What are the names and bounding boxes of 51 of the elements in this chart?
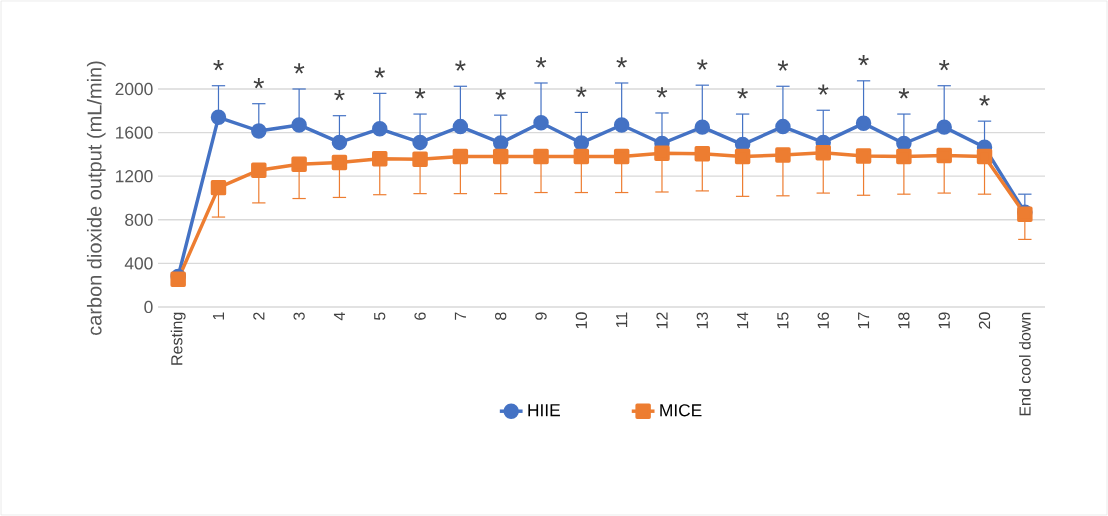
y-tick-label: 0	[144, 300, 153, 314]
x-tick-label: 5	[374, 312, 386, 320]
x-tick-label: 7	[454, 312, 466, 320]
annotation: *	[334, 89, 345, 101]
y-tick-label: 1200	[116, 170, 153, 183]
x-tick-label: 9	[535, 312, 547, 320]
x-tick-label: 15	[777, 312, 789, 329]
x-tick-label: 13	[696, 312, 708, 329]
y-tick-label: 400	[124, 257, 153, 270]
x-tick-label: 8	[495, 312, 507, 320]
x-tick-label: 10	[575, 312, 587, 329]
x-tick-label: 14	[737, 312, 749, 329]
y-tick-label: 1600	[116, 126, 153, 139]
annotation: *	[576, 86, 587, 97]
x-tick-label: 18	[898, 312, 910, 329]
text: *	[293, 63, 305, 74]
x-tick-label: 20	[978, 312, 991, 329]
y-axis-title: carbon dioxide output (mL/min)	[86, 61, 106, 335]
annotation: *	[818, 84, 829, 95]
x-tick-label: 3	[293, 312, 305, 320]
text: *	[213, 59, 224, 71]
x-tick-label: 16	[817, 312, 829, 329]
text: *	[253, 77, 265, 89]
text: *	[777, 60, 789, 71]
x-tick-label: 1	[212, 312, 224, 320]
text: *	[374, 67, 385, 78]
annotation: *	[656, 87, 668, 98]
annotation: *	[898, 88, 910, 99]
annotation: *	[979, 95, 990, 106]
annotation: *	[495, 89, 506, 100]
text: *	[616, 57, 627, 68]
y-tick-label: 2000	[115, 82, 153, 96]
x-tick-label: 4	[333, 312, 345, 321]
x-tick-label: Resting	[170, 312, 186, 365]
legend-label: HIIE	[528, 404, 560, 417]
annotation: *	[737, 88, 748, 99]
x-tick-label: 6	[414, 312, 426, 320]
x-tick-label: End cool down	[1018, 312, 1031, 416]
annotation: *	[414, 88, 426, 99]
text: *	[535, 57, 547, 68]
x-tick-label: 17	[858, 312, 870, 329]
x-tick-label: 12	[656, 312, 668, 329]
y-tick-label: 800	[125, 213, 153, 226]
x-tick-label: 19	[938, 312, 950, 329]
text: *	[938, 59, 950, 71]
x-tick-label: 11	[616, 312, 628, 328]
text: *	[697, 59, 708, 70]
x-tick-label: 2	[253, 312, 265, 320]
legend-label: MICE	[660, 404, 702, 417]
text: *	[858, 55, 869, 66]
text: *	[455, 60, 466, 71]
